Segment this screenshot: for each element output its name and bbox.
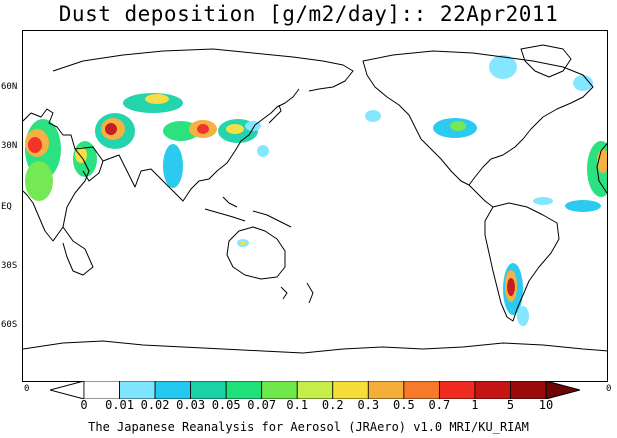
colorbar-tick-label: 0.02 [140,398,170,412]
colorbar-box [296,381,334,399]
map-canvas [23,44,607,354]
colorbar-tick-label: 0.3 [357,398,380,412]
colorbar [50,381,580,399]
colorbar-box [332,381,369,399]
colorbar-right-end-label: 0 [606,384,612,394]
colorbar-box [403,381,440,399]
colorbar-box [510,381,547,399]
colorbar-box [83,381,120,399]
colorbar-box [154,381,192,399]
colorbar-left-end-label: 0 [24,384,30,394]
dust-deposition-field [25,55,607,326]
colorbar-box-underflow [50,381,85,399]
colorbar-labels: 0 0.01 0.02 0.03 0.05 0.07 0.1 0.2 0.3 0.5 0.7 1 5 10 [0,398,617,412]
colorbar-tick-label: 1 [471,398,479,412]
colorbar-tick-label: 0.5 [393,398,415,412]
footer-credit: The Japanese Reanalysis for Aerosol (JRA… [88,420,529,434]
map-title: Dust deposition [g/m2/day]:: 22Apr2011 [58,2,559,26]
colorbar-tick-label: 0.1 [286,398,309,412]
lat-label-60n: 60N [1,82,18,92]
lat-label-eq: EQ [1,202,12,212]
lat-label-30n: 30N [1,141,18,151]
colorbar-boxes [50,381,580,399]
colorbar-box [261,381,298,399]
colorbar-tick-label: 0.05 [211,398,241,412]
colorbar-tick-label: 5 [506,398,515,412]
lat-label-60s: 60S [1,320,18,330]
colorbar-box [225,381,263,399]
lat-label-30s: 30S [1,261,18,271]
colorbar-tick-label: 0.01 [105,398,134,412]
colorbar-tick-label: 0.03 [176,398,206,412]
coastlines [23,44,607,354]
colorbar-tick-label: 0.7 [428,398,451,412]
colorbar-box-overflow [545,381,580,399]
colorbar-tick-label: 0.07 [247,398,277,412]
colorbar-tick-label: 10 [538,398,554,412]
colorbar-tick-label: 0.2 [321,398,344,412]
colorbar-box [119,381,156,399]
colorbar-box [474,381,511,399]
colorbar-box [438,381,476,399]
dust-deposition-map [22,30,608,382]
colorbar-box [190,381,227,399]
colorbar-tick-label: 0 [80,398,88,412]
colorbar-box [367,381,405,399]
